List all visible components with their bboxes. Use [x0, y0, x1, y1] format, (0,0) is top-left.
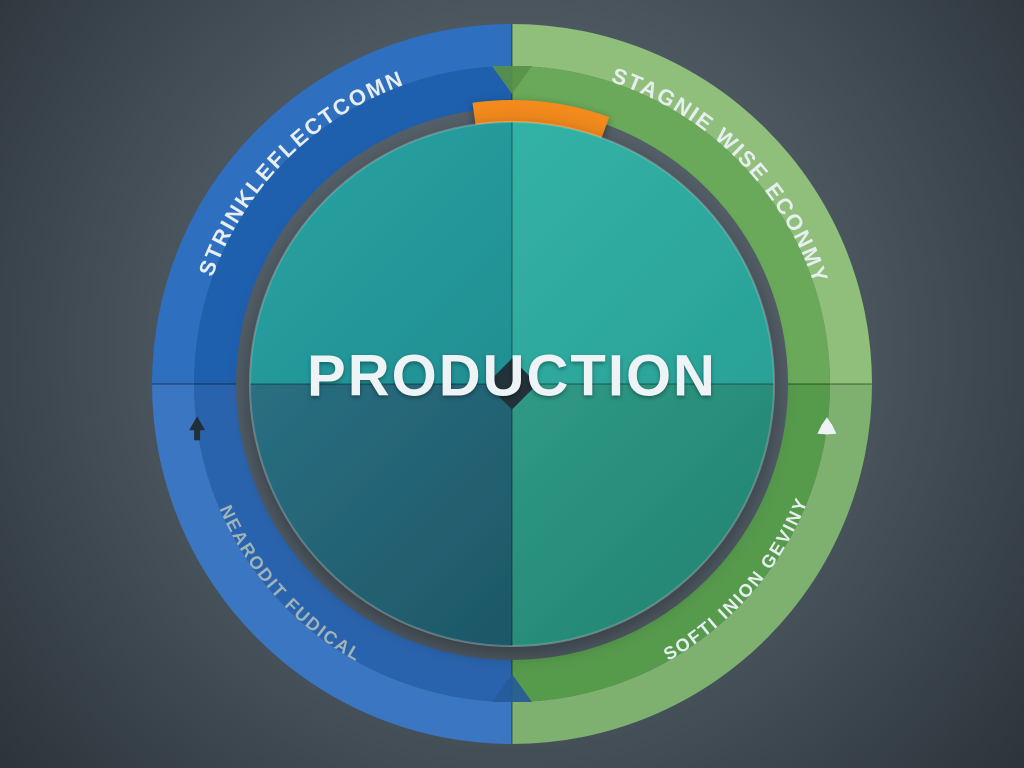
center-title: PRODUCTION — [307, 343, 717, 410]
cycle-diagram: STRINKLEFLECTCOMNSTAGNIE WISE ECONMYSOFT… — [132, 4, 892, 764]
stage: STRINKLEFLECTCOMNSTAGNIE WISE ECONMYSOFT… — [0, 0, 1024, 768]
